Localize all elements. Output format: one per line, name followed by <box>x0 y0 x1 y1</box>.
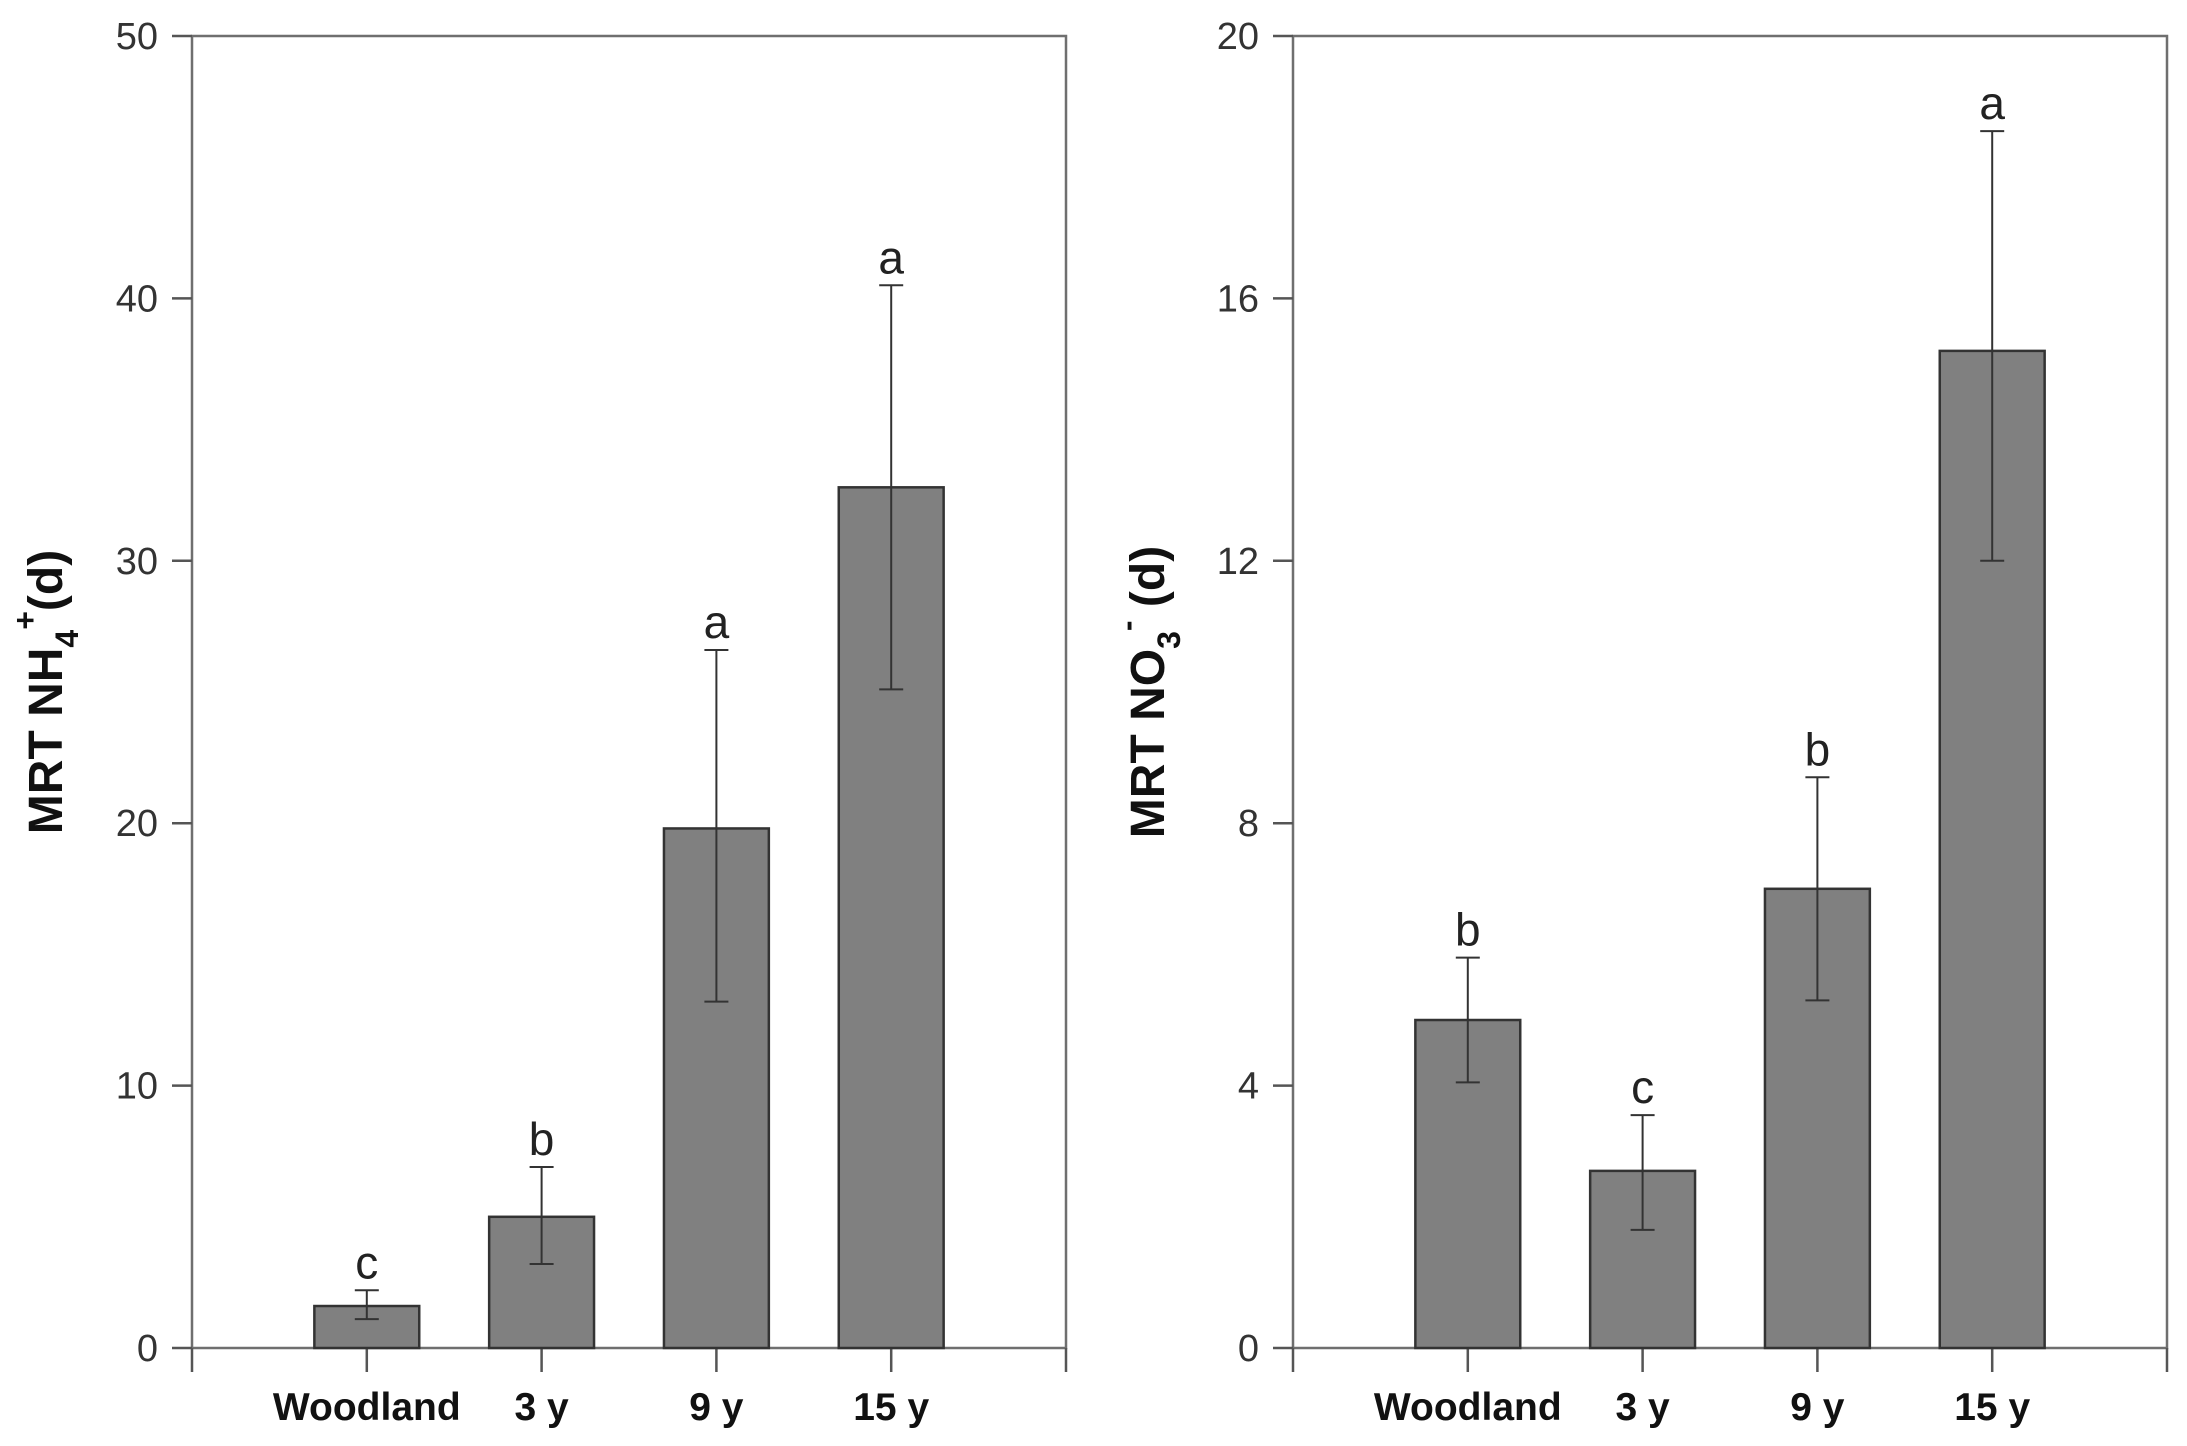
significance-letter: a <box>878 231 904 283</box>
y-axis-title: MRT NO3- (d) <box>1109 546 1187 838</box>
x-tick-label: 15 y <box>853 1386 929 1429</box>
chart-panel-no3: 0 4 8 12 16 20 b c b a Woodland 3 y 9 y 15 y MRT NO… <box>1109 16 2169 1429</box>
x-tick-labels: Woodland 3 y 9 y 15 y <box>273 1386 930 1429</box>
significance-letter: c <box>1631 1061 1654 1113</box>
y-tick-label: 20 <box>1217 16 1259 58</box>
x-tick-label: 15 y <box>1954 1386 2030 1429</box>
x-tick-label: Woodland <box>273 1386 461 1429</box>
y-title-superscript: + <box>7 611 43 630</box>
y-tick-label: 4 <box>1238 1066 1259 1108</box>
x-tick-label: 9 y <box>1790 1386 1845 1429</box>
significance-letter: a <box>704 596 730 648</box>
significance-letter: a <box>1979 77 2005 129</box>
y-axis-ticks: 0 4 8 12 16 20 <box>1217 16 1293 1370</box>
bars <box>313 486 945 1350</box>
y-tick-label: 16 <box>1217 278 1259 320</box>
y-axis-title: MRT NH4 +(d) <box>7 550 85 834</box>
y-tick-label: 12 <box>1217 541 1259 583</box>
y-axis-ticks: 0 10 20 30 40 50 <box>116 16 192 1370</box>
y-title-subscript: 4 <box>49 630 85 648</box>
significance-letter: b <box>1805 723 1831 775</box>
significance-letters: b c b a <box>1455 77 2005 1113</box>
significance-letters: c b a a <box>355 231 904 1288</box>
y-tick-label: 20 <box>116 803 158 845</box>
x-axis-ticks <box>190 1348 1068 1372</box>
y-title-suffix: (d) <box>1122 546 1175 621</box>
plot-frame <box>1291 34 2169 1350</box>
x-tick-label: 9 y <box>689 1386 744 1429</box>
significance-letter: b <box>529 1113 555 1165</box>
y-tick-label: 0 <box>1238 1328 1259 1370</box>
y-tick-label: 30 <box>116 541 158 583</box>
error-bars <box>1455 130 2005 1231</box>
y-tick-label: 0 <box>137 1328 158 1370</box>
significance-letter: b <box>1455 904 1481 956</box>
bars <box>1414 349 2046 1350</box>
x-tick-labels: Woodland 3 y 9 y 15 y <box>1374 1386 2031 1429</box>
x-tick-label: Woodland <box>1374 1386 1562 1429</box>
x-axis-ticks <box>1291 1348 2169 1372</box>
y-title-subscript: 3 <box>1151 631 1187 649</box>
plot-frame <box>190 34 1068 1350</box>
y-tick-label: 40 <box>116 278 158 320</box>
y-title-prefix: MRT NH <box>20 648 73 835</box>
y-title-suffix: (d) <box>20 550 73 611</box>
y-title-superscript: - <box>1109 620 1145 631</box>
chart-panel-nh4: 0 10 20 30 40 50 c b a a Woodland 3 y 9 y 15 y MRT … <box>7 16 1068 1429</box>
y-tick-label: 8 <box>1238 803 1259 845</box>
significance-letter: c <box>355 1236 378 1288</box>
y-tick-label: 50 <box>116 16 158 58</box>
x-tick-label: 3 y <box>1615 1386 1670 1429</box>
y-title-prefix: MRT NO <box>1122 649 1175 838</box>
x-tick-label: 3 y <box>514 1386 569 1429</box>
y-tick-label: 10 <box>116 1066 158 1108</box>
error-bars <box>354 284 904 1321</box>
